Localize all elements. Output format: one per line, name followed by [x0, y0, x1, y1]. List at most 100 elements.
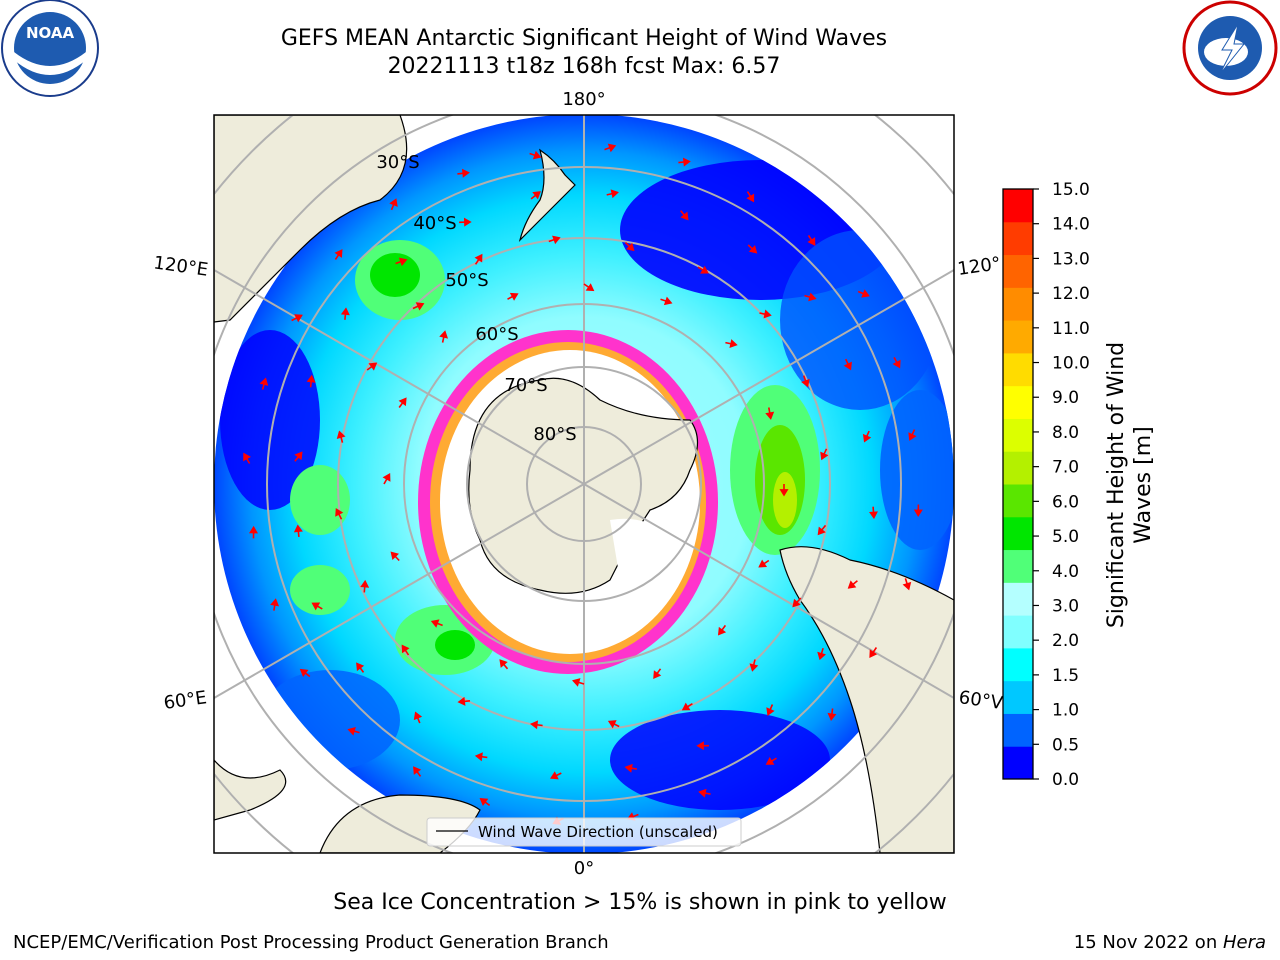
wave-direction-arrowhead	[334, 249, 343, 258]
lon-label-top: 180°	[562, 89, 605, 110]
wave-direction-arrowhead	[908, 432, 917, 441]
wave-direction-arrowhead	[413, 766, 422, 775]
wave-direction-arrowhead	[532, 150, 542, 160]
wave-direction-arrowhead	[607, 720, 617, 729]
wave-direction-arrowhead	[270, 598, 280, 607]
colorbar-tick-label: 6.0	[1052, 492, 1079, 512]
colorbar-tick-label: 8.0	[1052, 423, 1079, 443]
wave-direction-arrowhead	[748, 245, 758, 254]
wave-direction-arrowhead	[509, 292, 519, 301]
colorbar-tick-label: 5.0	[1052, 527, 1079, 547]
colorbar-tick-label: 1.0	[1052, 701, 1079, 721]
lat-label-60s: 60°S	[475, 324, 518, 345]
noaa-logo: NOAA	[1, 0, 99, 97]
wave-direction-arrowhead	[817, 526, 826, 536]
wave-direction-arrowhead	[746, 193, 755, 203]
colorbar-segment	[1003, 287, 1033, 321]
colorbar-segment	[1003, 680, 1033, 714]
legend-label: Wind Wave Direction (unscaled)	[478, 823, 718, 841]
wave-direction-arrowhead	[463, 217, 472, 227]
wave-direction-arrowhead	[368, 362, 378, 371]
wave-direction-arrowhead	[474, 253, 483, 263]
colorbar-segment	[1003, 615, 1033, 649]
map-frame	[213, 114, 955, 854]
colorbar-tick-label: 12.0	[1052, 284, 1090, 304]
wave-direction-arrowhead	[861, 289, 870, 298]
lat-label-40s: 40°S	[413, 213, 456, 234]
wave-direction-arrowhead	[360, 579, 370, 588]
wave-direction-arrowhead	[347, 726, 356, 736]
wave-direction-arrowhead	[259, 377, 269, 386]
colorbar-segment	[1003, 746, 1033, 780]
wave-direction-arrowhead	[610, 189, 619, 199]
colorbar-title: Significant Height of Wind Waves [m]	[1104, 341, 1156, 629]
wave-direction-arrowhead	[827, 712, 837, 721]
australia-land	[214, 115, 408, 323]
colorbar-segment	[1003, 516, 1033, 551]
wave-direction-arrowhead	[807, 237, 816, 246]
wave-direction-arrowhead	[499, 659, 508, 668]
lat-label-70s: 70°S	[504, 375, 547, 396]
wave-direction-arrowhead	[461, 168, 470, 178]
colorbar-segment	[1003, 549, 1033, 583]
wave-direction-arrowhead	[549, 771, 559, 780]
wave-direction-arrowhead	[680, 211, 689, 221]
wave-direction-arrowhead	[729, 339, 738, 349]
lat-label-80s: 80°S	[533, 424, 576, 445]
wave-direction-arrowhead	[902, 581, 912, 591]
wave-direction-arrowhead	[653, 670, 662, 679]
wave-direction-arrowhead	[390, 551, 399, 560]
colorbar-tick-label: 15.0	[1052, 180, 1090, 200]
wave-direction-arrowhead	[552, 235, 561, 245]
wave-direction-arrowhead	[382, 473, 391, 482]
colorbar-tick-label: 1.5	[1052, 666, 1079, 686]
wave-direction-arrowhead	[792, 598, 801, 608]
colorbar-segment	[1003, 221, 1033, 256]
lat-label-30s: 30°S	[376, 152, 419, 173]
wave-direction-arrowhead	[243, 452, 251, 462]
wave-direction-arrowhead	[663, 296, 673, 306]
wave-direction-arrowhead	[299, 668, 309, 678]
wave-direction-arrowhead	[294, 314, 303, 323]
wave-direction-arrowhead	[532, 191, 541, 200]
lon-label-bottom: 0°	[574, 858, 594, 879]
wave-direction-arrowhead	[294, 451, 303, 461]
wave-direction-arrowhead	[801, 378, 810, 388]
wave-direction-arrowhead	[869, 649, 878, 659]
wave-direction-arrowhead	[293, 524, 303, 533]
wave-direction-arrowhead	[843, 361, 852, 371]
wave-direction-arrowhead	[717, 626, 727, 636]
wave-direction-arrowhead	[585, 283, 595, 292]
wave-direction-arrowhead	[624, 763, 633, 773]
wave-direction-arrowhead	[311, 602, 321, 611]
national-weather-service-logo	[1182, 0, 1278, 96]
lat-label-50s: 50°S	[445, 270, 488, 291]
wave-direction-arrowhead	[820, 451, 829, 461]
wave-direction-arrowhead	[700, 265, 709, 274]
wave-direction-arrowhead	[682, 157, 691, 167]
footer-credit: NCEP/EMC/Verification Post Processing Pr…	[13, 932, 609, 953]
map-graticule	[214, 115, 954, 853]
footer-machine: Hera	[1222, 932, 1266, 953]
wave-direction-arrowhead	[439, 330, 449, 339]
wave-direction-arrowhead	[336, 430, 346, 439]
wave-direction-arrowhead	[398, 257, 408, 267]
colorbar-segment	[1003, 713, 1033, 747]
wave-direction-arrowhead	[401, 644, 410, 654]
wave-direction-arrowhead	[335, 508, 344, 517]
colorbar-tick-label: 7.0	[1052, 458, 1079, 478]
wave-direction-arrowhead	[415, 302, 425, 311]
wave-direction-arrowhead	[779, 489, 789, 497]
wave-direction-arrowhead	[572, 678, 581, 687]
wave-direction-arrowhead	[457, 696, 466, 706]
colorbar-tick-label: 0.5	[1052, 735, 1079, 755]
wind-wave-arrows	[243, 143, 923, 825]
colorbar-tick-label: 13.0	[1052, 249, 1090, 269]
noaa-logo-text: NOAA	[26, 24, 75, 42]
sea-ice-caption: Sea Ice Concentration > 15% is shown in …	[333, 890, 947, 915]
colorbar-segment	[1003, 254, 1033, 288]
wave-direction-arrowhead	[607, 143, 617, 153]
wave-direction-arrowhead	[430, 619, 440, 628]
map-title: GEFS MEAN Antarctic Significant Height o…	[280, 26, 888, 51]
